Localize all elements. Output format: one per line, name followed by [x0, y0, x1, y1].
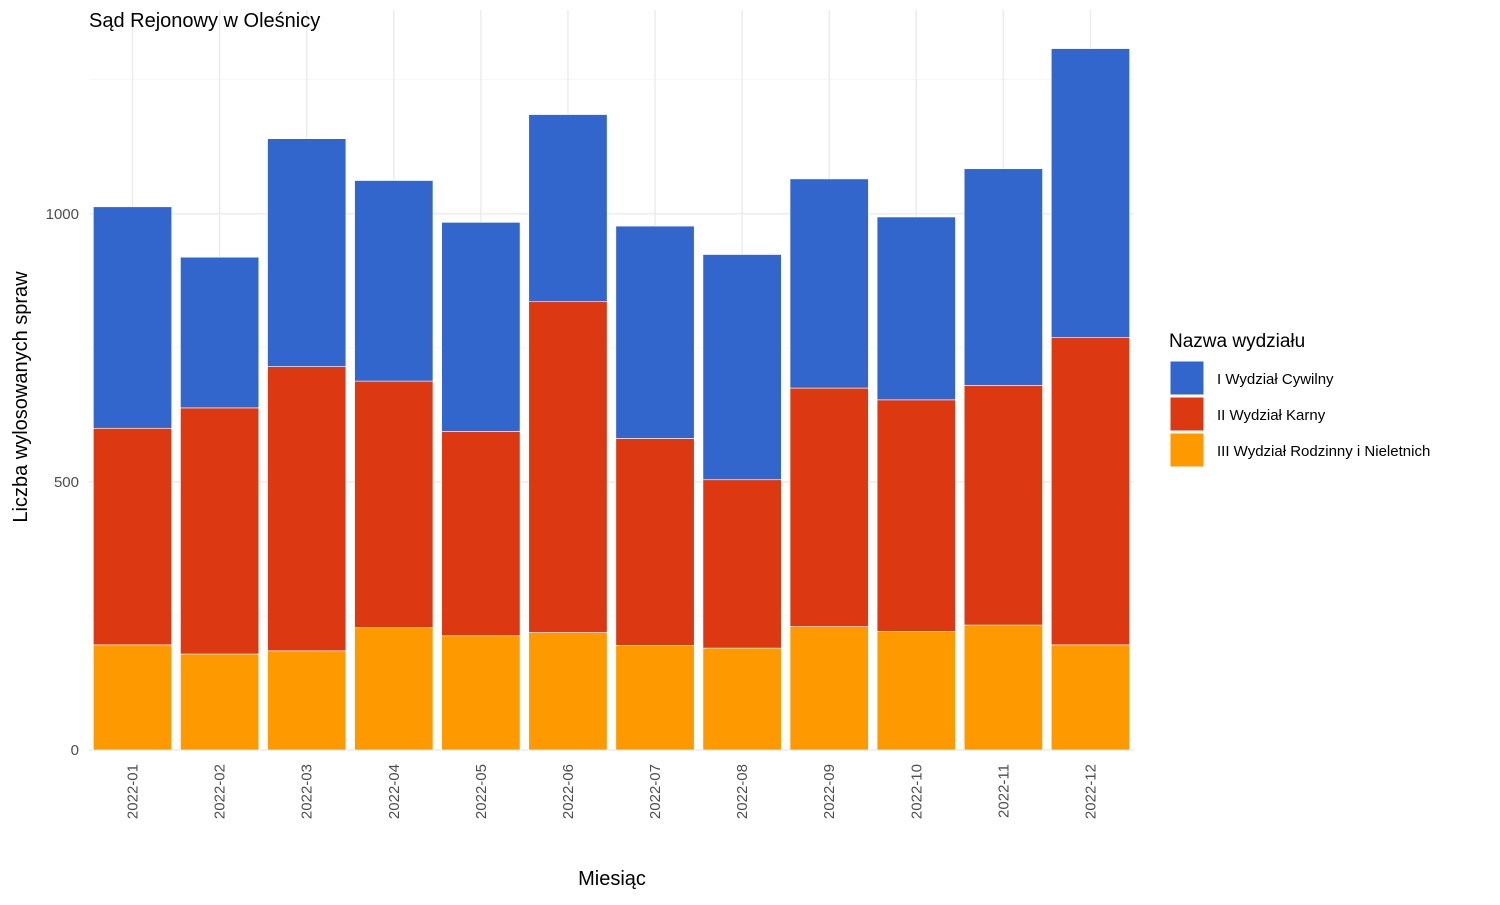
bar-segment — [441, 431, 521, 637]
bar-segment — [528, 114, 608, 303]
bar-segment — [267, 650, 347, 751]
bar-segment — [354, 380, 434, 629]
bar-segment — [876, 216, 956, 401]
x-tick-label: 2022-07 — [647, 764, 664, 819]
legend: Nazwa wydziału I Wydział Cywilny II Wydzi… — [1169, 331, 1430, 468]
bar-segment — [702, 479, 782, 649]
bar-segment — [441, 222, 521, 432]
bar-segment — [876, 631, 956, 751]
bar-segment — [1050, 644, 1130, 751]
bar-segment — [93, 644, 173, 751]
x-tick-label: 2022-04 — [386, 764, 403, 819]
bar-segment — [180, 653, 260, 751]
bar-segment — [789, 178, 869, 389]
bar-segment — [615, 438, 695, 646]
legend-title: Nazwa wydziału — [1169, 331, 1305, 352]
bar-segment — [615, 645, 695, 751]
legend-label: I Wydział Cywilny — [1217, 371, 1334, 388]
x-tick-label: 2022-11 — [995, 764, 1012, 818]
bar-segment — [702, 254, 782, 481]
bar-segment — [963, 624, 1043, 751]
bar-segment — [441, 635, 521, 751]
x-tick-label: 2022-03 — [299, 764, 316, 819]
x-tick-label: 2022-05 — [473, 764, 490, 819]
x-tick-label: 2022-09 — [821, 764, 838, 819]
bar-segment — [528, 632, 608, 751]
x-tick-label: 2022-02 — [212, 764, 229, 819]
bar-segment — [267, 366, 347, 652]
bar-segment — [615, 225, 695, 439]
y-tick-label: 0 — [71, 742, 79, 759]
bar-segment — [267, 138, 347, 367]
x-tick-label: 2022-06 — [560, 764, 577, 819]
legend-label: III Wydział Rodzinny i Nieletnich — [1217, 443, 1430, 460]
bar-segment — [180, 407, 260, 655]
x-tick-label: 2022-01 — [125, 764, 142, 819]
bar-segment — [789, 626, 869, 751]
bar-segment — [963, 168, 1043, 386]
bar-segment — [93, 427, 173, 646]
bar-segment — [963, 385, 1043, 626]
bar-segment — [354, 180, 434, 382]
y-axis-title: Liczba wylosowanych spraw — [10, 271, 32, 523]
legend-items: I Wydział Cywilny II Wydział Karny III Wyd… — [1169, 360, 1430, 468]
bar-segment — [354, 627, 434, 751]
bar-segment — [93, 206, 173, 429]
bar-segment — [789, 387, 869, 627]
bar-segment — [528, 301, 608, 633]
legend-swatch — [1169, 432, 1205, 468]
chart-title: Sąd Rejonowy w Oleśnicy — [89, 10, 320, 32]
legend-swatch — [1169, 360, 1205, 396]
y-tick-label: 1000 — [46, 206, 79, 223]
legend-label: II Wydział Karny — [1217, 407, 1326, 424]
x-tick-label: 2022-12 — [1082, 764, 1099, 819]
legend-swatch — [1169, 396, 1205, 432]
x-tick-label: 2022-10 — [908, 764, 925, 819]
x-axis-title: Miesiąc — [578, 868, 646, 890]
y-tick-label: 500 — [54, 474, 79, 491]
axes: 0 500 1000 2022-01 2022-02 2022-03 2022-04 2022… — [46, 206, 1100, 819]
x-tick-label: 2022-08 — [734, 764, 751, 819]
bars — [93, 48, 1130, 751]
bar-segment — [702, 647, 782, 751]
bar-segment — [876, 399, 956, 632]
bar-segment — [1050, 337, 1130, 646]
bar-segment — [1050, 48, 1130, 338]
bar-segment — [180, 256, 260, 409]
